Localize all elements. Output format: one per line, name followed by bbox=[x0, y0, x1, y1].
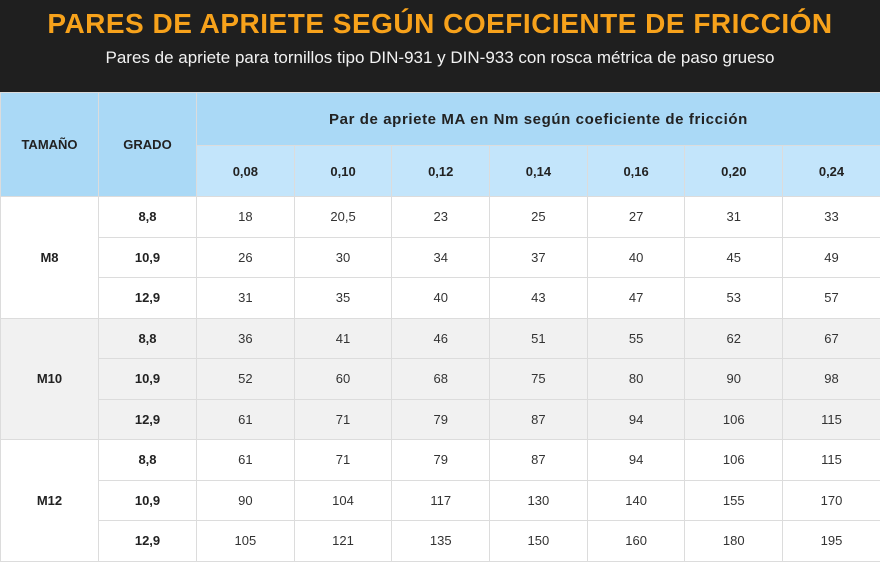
torque-cell: 36 bbox=[197, 318, 295, 359]
grade-cell: 12,9 bbox=[99, 399, 197, 440]
torque-cell: 55 bbox=[587, 318, 685, 359]
size-header: TAMAÑO bbox=[1, 93, 99, 197]
title: PARES DE APRIETE SEGÚN COEFICIENTE DE FR… bbox=[0, 0, 880, 42]
friction-header: 0,12 bbox=[392, 146, 490, 197]
torque-cell: 53 bbox=[685, 278, 783, 319]
grade-cell: 12,9 bbox=[99, 521, 197, 562]
torque-cell: 90 bbox=[197, 480, 295, 521]
grade-cell: 10,9 bbox=[99, 480, 197, 521]
grade-cell: 12,9 bbox=[99, 278, 197, 319]
torque-cell: 71 bbox=[294, 440, 392, 481]
torque-cell: 87 bbox=[490, 399, 588, 440]
size-cell: M12 bbox=[1, 440, 99, 562]
torque-cell: 121 bbox=[294, 521, 392, 562]
torque-cell: 23 bbox=[392, 197, 490, 238]
torque-cell: 57 bbox=[783, 278, 880, 319]
torque-cell: 18 bbox=[197, 197, 295, 238]
grade-cell: 8,8 bbox=[99, 197, 197, 238]
friction-header: 0,10 bbox=[294, 146, 392, 197]
torque-cell: 31 bbox=[197, 278, 295, 319]
grade-cell: 8,8 bbox=[99, 318, 197, 359]
torque-cell: 115 bbox=[783, 399, 880, 440]
torque-cell: 40 bbox=[392, 278, 490, 319]
torque-cell: 87 bbox=[490, 440, 588, 481]
torque-cell: 46 bbox=[392, 318, 490, 359]
torque-cell: 20,5 bbox=[294, 197, 392, 238]
torque-cell: 47 bbox=[587, 278, 685, 319]
torque-cell: 40 bbox=[587, 237, 685, 278]
torque-cell: 105 bbox=[197, 521, 295, 562]
torque-cell: 115 bbox=[783, 440, 880, 481]
torque-cell: 180 bbox=[685, 521, 783, 562]
torque-cell: 61 bbox=[197, 440, 295, 481]
torque-cell: 43 bbox=[490, 278, 588, 319]
subtitle: Pares de apriete para tornillos tipo DIN… bbox=[0, 48, 880, 68]
grade-cell: 10,9 bbox=[99, 237, 197, 278]
group-header: Par de apriete MA en Nm según coeficient… bbox=[197, 93, 880, 146]
torque-cell: 90 bbox=[685, 359, 783, 400]
torque-cell: 104 bbox=[294, 480, 392, 521]
torque-cell: 71 bbox=[294, 399, 392, 440]
torque-cell: 49 bbox=[783, 237, 880, 278]
header: PARES DE APRIETE SEGÚN COEFICIENTE DE FR… bbox=[0, 0, 880, 92]
torque-cell: 80 bbox=[587, 359, 685, 400]
grade-cell: 10,9 bbox=[99, 359, 197, 400]
torque-cell: 31 bbox=[685, 197, 783, 238]
torque-cell: 52 bbox=[197, 359, 295, 400]
torque-cell: 106 bbox=[685, 399, 783, 440]
torque-cell: 62 bbox=[685, 318, 783, 359]
torque-cell: 45 bbox=[685, 237, 783, 278]
torque-cell: 60 bbox=[294, 359, 392, 400]
torque-cell: 75 bbox=[490, 359, 588, 400]
torque-cell: 41 bbox=[294, 318, 392, 359]
torque-cell: 79 bbox=[392, 399, 490, 440]
torque-cell: 117 bbox=[392, 480, 490, 521]
friction-header: 0,24 bbox=[783, 146, 880, 197]
torque-cell: 25 bbox=[490, 197, 588, 238]
torque-cell: 33 bbox=[783, 197, 880, 238]
grade-header: GRADO bbox=[99, 93, 197, 197]
torque-table: TAMAÑO GRADO Par de apriete MA en Nm seg… bbox=[0, 92, 880, 562]
size-cell: M8 bbox=[1, 197, 99, 319]
grade-cell: 8,8 bbox=[99, 440, 197, 481]
friction-header: 0,14 bbox=[490, 146, 588, 197]
torque-cell: 135 bbox=[392, 521, 490, 562]
torque-cell: 68 bbox=[392, 359, 490, 400]
torque-cell: 98 bbox=[783, 359, 880, 400]
page: PARES DE APRIETE SEGÚN COEFICIENTE DE FR… bbox=[0, 0, 880, 540]
torque-cell: 67 bbox=[783, 318, 880, 359]
friction-header: 0,08 bbox=[197, 146, 295, 197]
torque-cell: 35 bbox=[294, 278, 392, 319]
torque-cell: 140 bbox=[587, 480, 685, 521]
torque-cell: 195 bbox=[783, 521, 880, 562]
torque-cell: 94 bbox=[587, 440, 685, 481]
friction-header: 0,16 bbox=[587, 146, 685, 197]
torque-cell: 150 bbox=[490, 521, 588, 562]
friction-header: 0,20 bbox=[685, 146, 783, 197]
torque-cell: 27 bbox=[587, 197, 685, 238]
torque-cell: 79 bbox=[392, 440, 490, 481]
torque-cell: 106 bbox=[685, 440, 783, 481]
size-cell: M10 bbox=[1, 318, 99, 440]
torque-cell: 34 bbox=[392, 237, 490, 278]
torque-cell: 170 bbox=[783, 480, 880, 521]
torque-cell: 37 bbox=[490, 237, 588, 278]
torque-cell: 26 bbox=[197, 237, 295, 278]
torque-cell: 155 bbox=[685, 480, 783, 521]
torque-cell: 160 bbox=[587, 521, 685, 562]
torque-cell: 130 bbox=[490, 480, 588, 521]
torque-cell: 94 bbox=[587, 399, 685, 440]
torque-cell: 61 bbox=[197, 399, 295, 440]
torque-cell: 51 bbox=[490, 318, 588, 359]
torque-cell: 30 bbox=[294, 237, 392, 278]
